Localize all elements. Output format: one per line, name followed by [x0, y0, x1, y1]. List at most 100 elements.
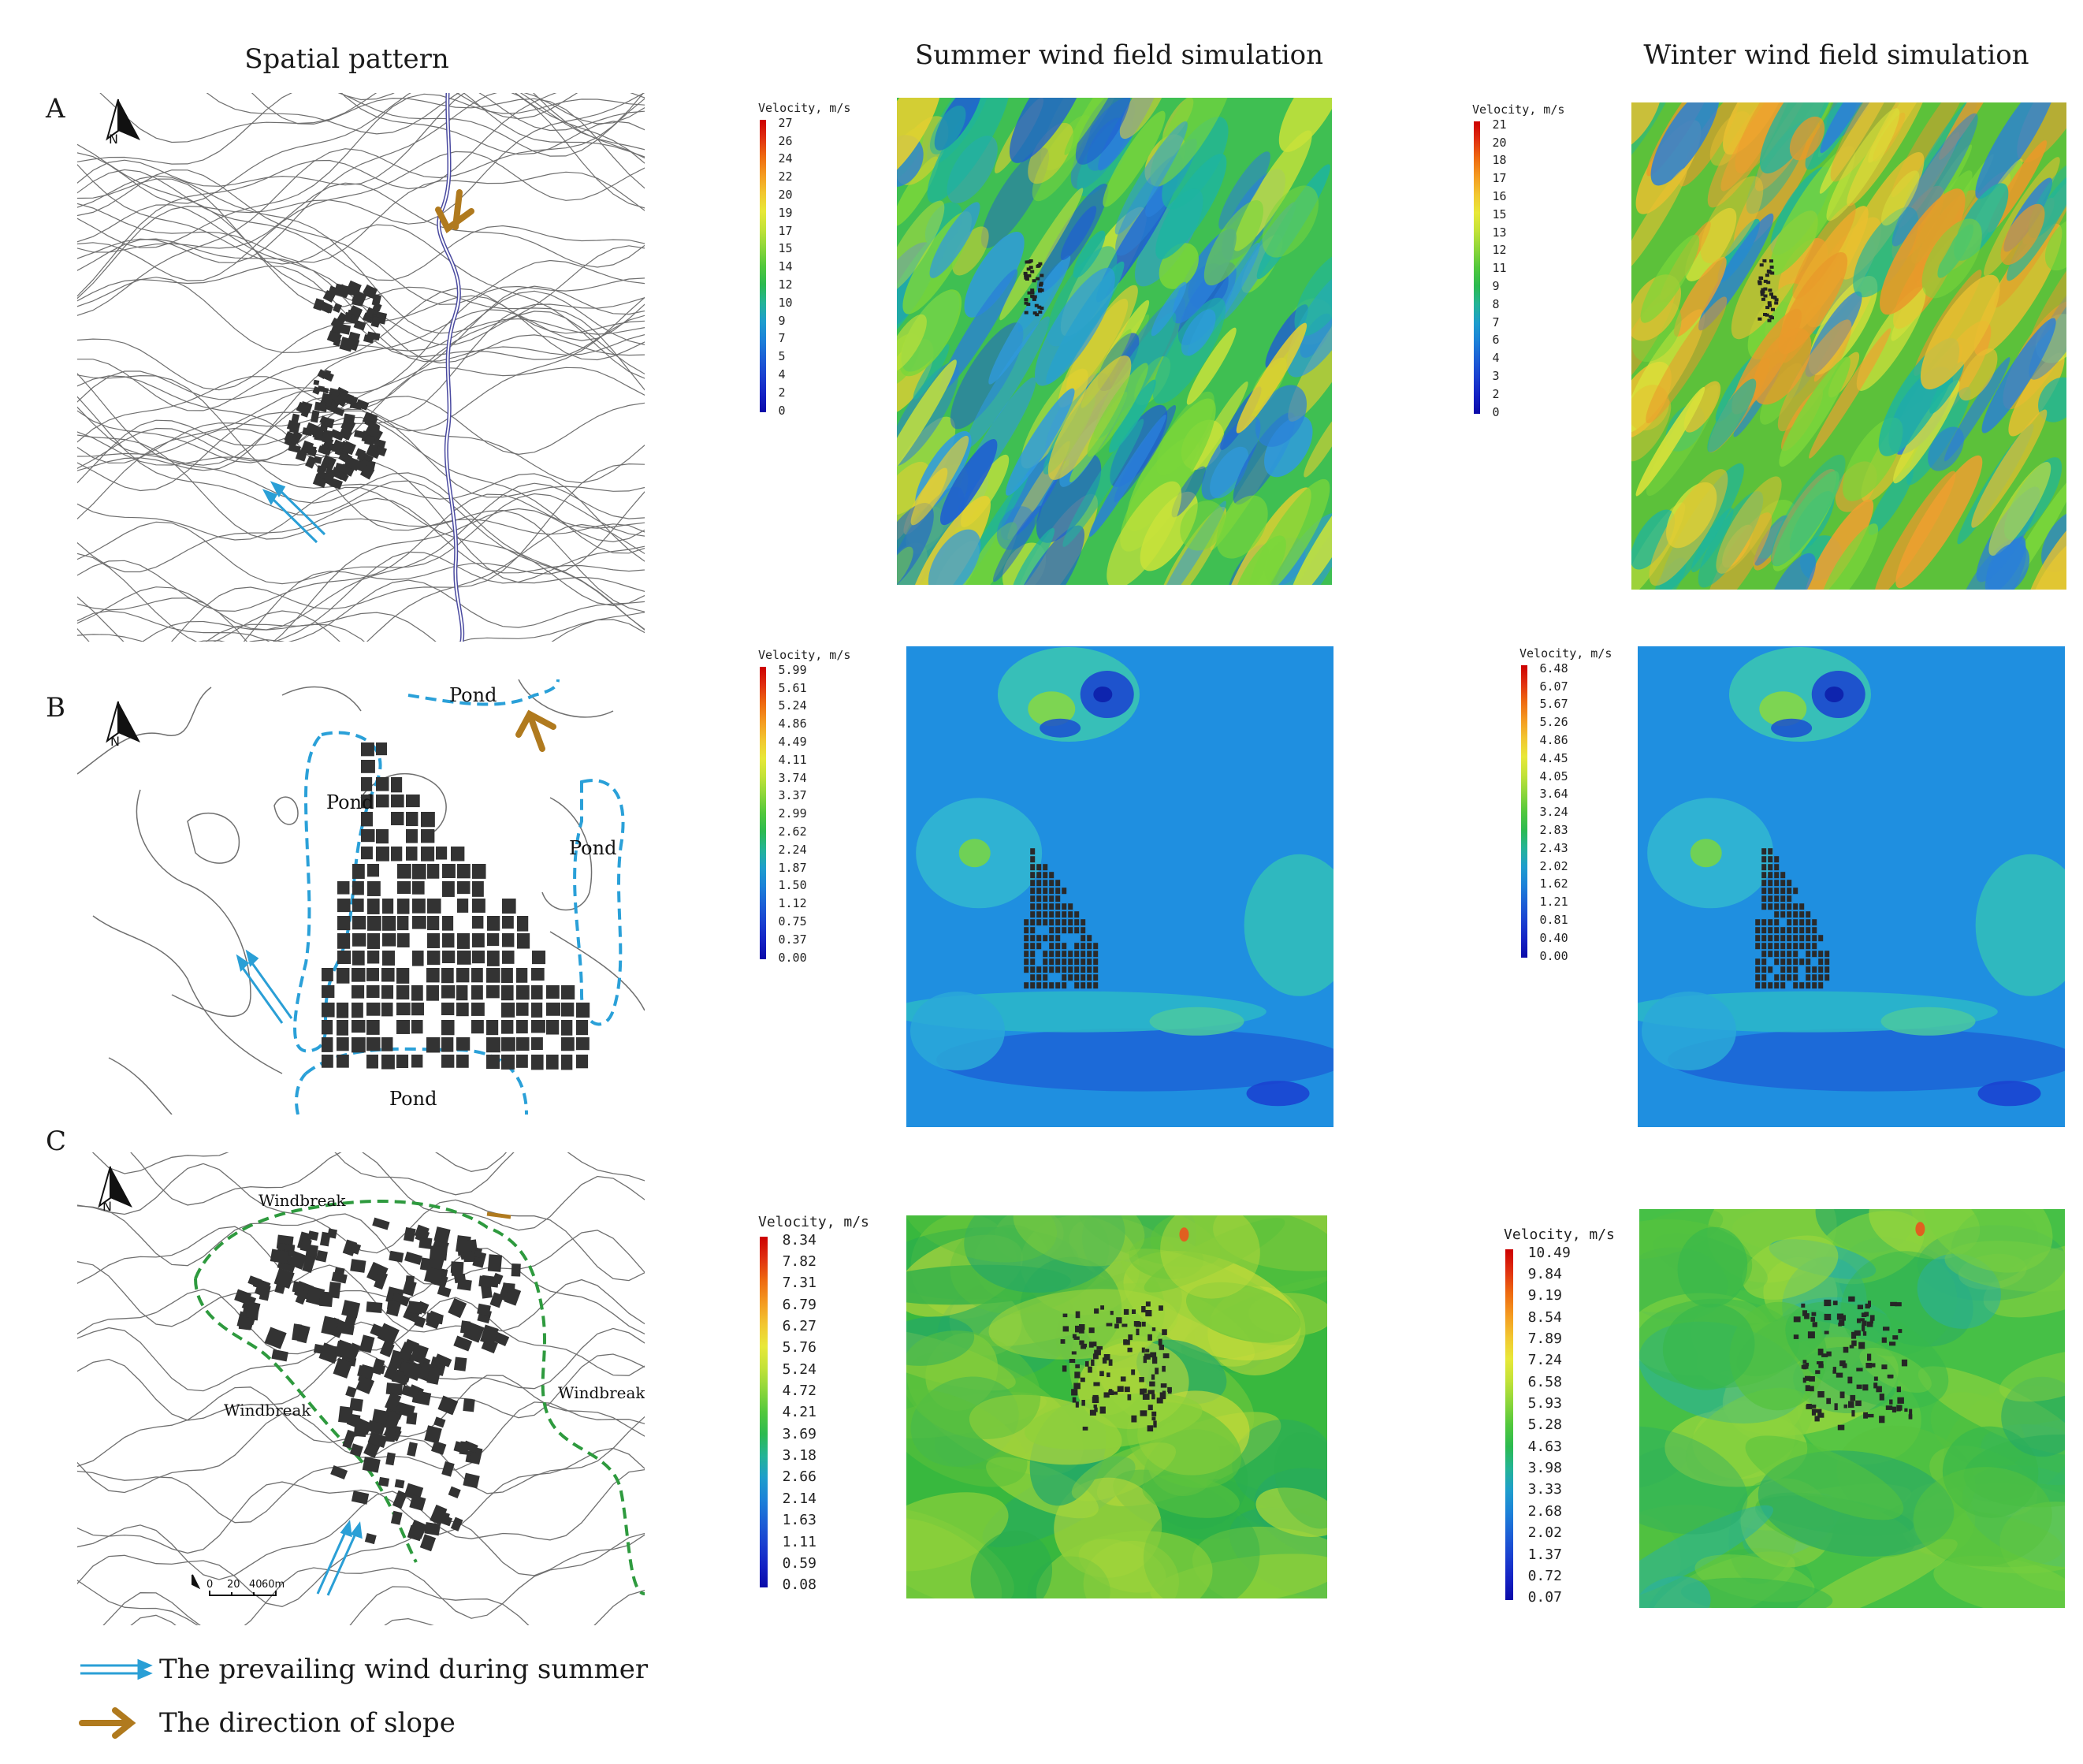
velocity-legend-summer-b: Velocity, m/s 5.99 5.61 5.24 4.86 4.49 4.11 3.7…: [758, 648, 876, 979]
north-arrow-a: [106, 99, 140, 141]
north-label-c: N: [102, 1199, 112, 1214]
legend-tick: 8: [1492, 296, 1500, 311]
legend-tick: 0.08: [782, 1576, 816, 1594]
legend-tick: 6.27: [782, 1317, 816, 1334]
legend-tick: 0: [778, 403, 786, 418]
legend-tick: 12: [1492, 243, 1507, 258]
legend-tick: 9.84: [1527, 1265, 1562, 1282]
velocity-legend-winter-c: Velocity, m/s 10.49 9.84 9.19 8.54 7.89 7.24 6.…: [1504, 1226, 1638, 1613]
legend-tick: 0.81: [1539, 912, 1568, 927]
contour-map-a: N: [77, 93, 645, 642]
legend-tick: 12: [778, 277, 793, 292]
legend-tick: 3.33: [1527, 1481, 1562, 1498]
legend-tick: 0: [1492, 404, 1500, 419]
scale-label-40: 40: [249, 1579, 262, 1591]
wind-arrow-c: [316, 1520, 363, 1596]
legend-tick: 7: [778, 331, 786, 346]
windbreak-label-right: Windbreak: [558, 1383, 645, 1402]
scale-bar: [192, 1574, 277, 1596]
legend-tick: 4.45: [1539, 750, 1568, 765]
legend-tick: 1.21: [1539, 895, 1568, 910]
spatial-map-b: Pond Pond Pond Pond N: [77, 679, 645, 1115]
pond-label-bottom: Pond: [389, 1088, 437, 1110]
north-label-a: N: [109, 132, 118, 147]
pond-label-top: Pond: [449, 684, 497, 706]
velocity-legend-winter-a: Velocity, m/s 21 20 18 17 16 15 13 12 11 9 8 7 6 4 3 2 0: [1472, 102, 1590, 434]
legend-tick: 4.21: [782, 1404, 816, 1421]
legend-tick: 5.76: [782, 1339, 816, 1356]
legend-tick: 2.83: [1539, 822, 1568, 837]
legend-tick: 5.26: [1539, 715, 1568, 730]
legend-tick: 21: [1492, 117, 1507, 132]
legend-tick: 6: [1492, 333, 1500, 348]
scale-label-60: 60m: [262, 1579, 285, 1591]
legend-tick: 4.72: [782, 1383, 816, 1400]
legend-tick: 1.11: [782, 1533, 816, 1550]
legend-tick: 2.02: [1539, 858, 1568, 873]
legend-tick: 2: [778, 385, 786, 400]
legend-tick: 9: [778, 313, 786, 328]
legend-tick: 0.00: [778, 950, 807, 965]
legend-tick: 10: [778, 295, 793, 310]
winter-sim-c: [1578, 1169, 2083, 1658]
legend-tick: 5.67: [1539, 697, 1568, 712]
scale-label-20: 20: [227, 1579, 240, 1591]
legend-tick: 1.63: [782, 1512, 816, 1529]
legend-tick: 20: [778, 187, 793, 202]
legend-tick: 17: [1492, 171, 1507, 186]
legend-tick: 3.98: [1527, 1460, 1562, 1477]
legend-tick: 4.11: [778, 752, 807, 767]
legend-tick: 4.86: [778, 716, 807, 731]
legend-color-bar: [1505, 1249, 1513, 1600]
legend-tick: 5.61: [778, 680, 807, 695]
legend-tick: 8.54: [1527, 1308, 1562, 1326]
legend-tick: 10.49: [1527, 1244, 1571, 1261]
legend-tick: 0.59: [782, 1554, 816, 1572]
summer-heatmap-c: [848, 1174, 1404, 1633]
legend-tick: 1.87: [778, 860, 807, 875]
legend-tick: 22: [778, 169, 793, 184]
legend-tick: 11: [1492, 261, 1507, 276]
legend-tick: 1.62: [1539, 876, 1568, 891]
key-wind: The prevailing wind during summer: [77, 1654, 648, 1685]
windbreak-label-left: Windbreak: [224, 1401, 311, 1420]
windbreak-outline: [194, 1200, 645, 1595]
summer-heatmap-a: [864, 41, 1375, 638]
legend-tick: 15: [778, 241, 793, 256]
legend-tick: 2.43: [1539, 840, 1568, 855]
velocity-legend-summer-c: Velocity, m/s 8.34 7.82 7.31 6.79 6.27 5.76 5.2…: [758, 1214, 892, 1594]
pond-label-left: Pond: [326, 791, 374, 813]
legend-color-bar: [759, 1236, 768, 1587]
slope-arrow-a: [435, 189, 474, 234]
velocity-legend-winter-b: Velocity, m/s 6.48 6.07 5.67 5.26 4.86 4.45 4.0…: [1519, 646, 1638, 977]
spatial-map-c: Windbreak Windbreak Windbreak N 0 20 40 …: [77, 1152, 645, 1625]
legend-tick: 0.00: [1539, 948, 1568, 963]
legend-tick: 7.31: [782, 1275, 816, 1292]
legend-tick: 2.66: [782, 1468, 816, 1486]
summer-sim-b: [887, 646, 1355, 1127]
legend-tick: 2.68: [1527, 1502, 1562, 1520]
legend-tick: 24: [778, 151, 793, 166]
row-label-a: A: [46, 93, 65, 125]
legend-tick: 7: [1492, 314, 1500, 329]
winter-sim-b: [1619, 646, 2083, 1127]
legend-tick: 27: [778, 115, 793, 130]
legend-tick: 2.62: [778, 824, 807, 839]
row-label-b: B: [46, 692, 65, 724]
legend-tick: 9.19: [1527, 1287, 1562, 1304]
legend-tick: 16: [1492, 188, 1507, 203]
legend-tick: 7.82: [782, 1252, 816, 1270]
legend-tick: 4.63: [1527, 1438, 1562, 1455]
legend-tick: 2: [1492, 386, 1500, 401]
key-slope-label: The direction of slope: [159, 1707, 456, 1739]
winter-heatmap-b: [1619, 646, 2083, 1127]
legend-tick: 26: [778, 133, 793, 148]
spatial-map-a: N: [77, 93, 645, 642]
legend-tick: 9: [1492, 278, 1500, 293]
pond-label-right: Pond: [569, 837, 616, 859]
north-arrow-b: [106, 701, 140, 743]
legend-tick: 13: [1492, 225, 1507, 240]
wind-arrow-b: [236, 949, 293, 1024]
winter-sim-a: [1601, 47, 2083, 642]
legend-title: Velocity, m/s: [758, 101, 851, 115]
